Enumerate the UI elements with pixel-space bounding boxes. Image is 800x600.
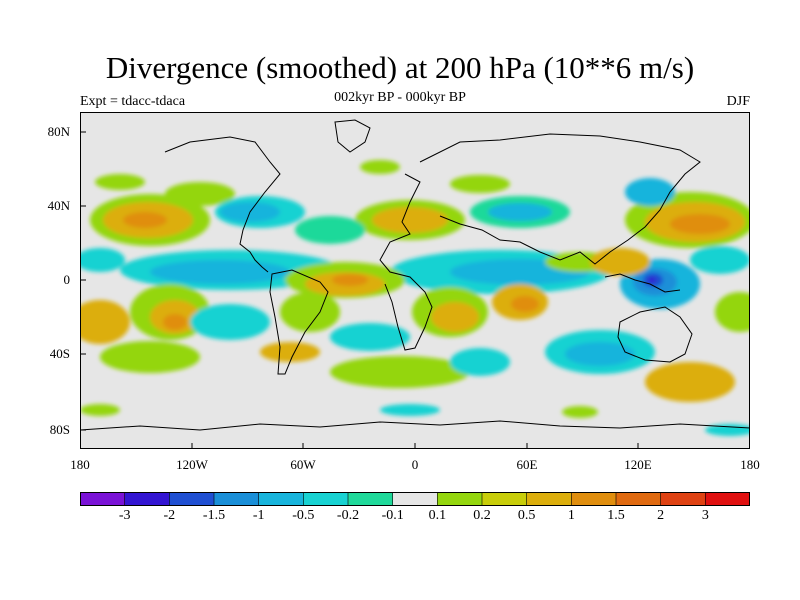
colorbar-swatch	[526, 492, 572, 506]
y-tick-40s: 40S	[49, 346, 70, 361]
map-title: Divergence (smoothed) at 200 hPa (10**6 …	[105, 50, 695, 85]
map-subtitle: 002kyr BP - 000kyr BP	[334, 90, 466, 105]
australia-coastline	[617, 306, 693, 363]
colorbar-swatch	[705, 492, 750, 506]
x-tick-120w: 120W	[176, 457, 208, 472]
divergence-map	[80, 112, 750, 449]
colorbar-swatch	[347, 492, 394, 506]
colorbar-label: -2	[163, 508, 176, 523]
north-america-coastline	[164, 136, 281, 273]
colorbar-label: -3	[118, 508, 131, 523]
greenland-coastline	[334, 119, 371, 153]
colorbar-label: -0.2	[336, 508, 360, 523]
colorbar-label: 0.2	[473, 508, 491, 523]
eurasia-coastline	[419, 133, 701, 265]
x-tick-180w: 180	[70, 457, 90, 472]
antarctica-coastline	[80, 420, 750, 431]
x-tick-60e: 60E	[516, 457, 538, 472]
colorbar-swatch	[392, 492, 438, 506]
colorbar-label: -1.5	[202, 508, 226, 523]
y-tick-80n: 80N	[47, 124, 70, 139]
y-tick-0: 0	[63, 272, 71, 287]
season-label: DJF	[726, 94, 750, 109]
colorbar-swatch	[169, 492, 215, 506]
colorbar-swatch	[571, 492, 617, 506]
colorbar-label: -1	[252, 508, 265, 523]
x-tick-120e: 120E	[624, 457, 652, 472]
x-tick-180e: 180	[740, 457, 760, 472]
x-tick-60w: 60W	[290, 457, 316, 472]
x-tick-0: 0	[411, 457, 419, 472]
colorbar-swatch	[303, 492, 349, 506]
colorbar	[80, 492, 750, 506]
colorbar-label: 1.5	[607, 508, 625, 523]
colorbar-swatch	[258, 492, 304, 506]
coastlines	[80, 119, 750, 431]
y-tick-40n: 40N	[47, 198, 70, 213]
colorbar-swatch	[615, 492, 662, 506]
colorbar-label: 3	[701, 508, 709, 523]
europe-africa-coastline	[379, 173, 433, 351]
experiment-label: Expt = tdacc-tdaca	[80, 94, 186, 109]
colorbar-swatch	[80, 492, 126, 506]
colorbar-swatch	[124, 492, 170, 506]
map-ticks	[80, 131, 639, 449]
colorbar-label: 2	[657, 508, 665, 523]
south-america-coastline	[269, 269, 329, 375]
colorbar-swatch	[481, 492, 528, 506]
y-tick-80s: 80S	[49, 422, 70, 437]
colorbar-label: 0.1	[428, 508, 447, 523]
colorbar-label: 1	[567, 508, 575, 523]
colorbar-label: -0.5	[292, 508, 315, 523]
colorbar-swatch	[213, 492, 260, 506]
colorbar-label: -0.1	[381, 508, 404, 523]
colorbar-swatch	[437, 492, 483, 506]
divergence-field	[80, 160, 750, 436]
colorbar-label: 0.5	[517, 508, 536, 523]
colorbar-swatch	[660, 492, 706, 506]
maritime-continent-coastline	[604, 273, 681, 293]
